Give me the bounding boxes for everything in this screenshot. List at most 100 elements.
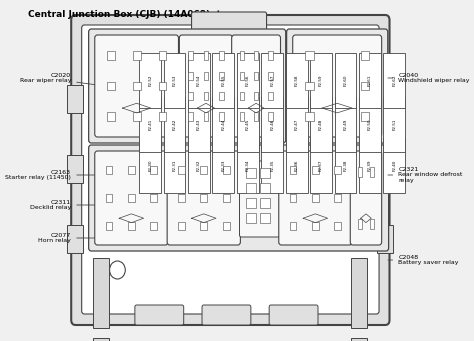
Bar bbox=[93, 258, 109, 328]
Bar bbox=[310, 138, 332, 193]
Bar bbox=[335, 194, 341, 202]
Text: F2.51: F2.51 bbox=[392, 119, 396, 130]
Bar bbox=[203, 112, 209, 121]
Text: F2.37: F2.37 bbox=[319, 160, 323, 172]
Text: F2.32: F2.32 bbox=[197, 160, 201, 172]
Bar bbox=[201, 222, 207, 230]
Bar bbox=[305, 51, 314, 60]
Bar bbox=[312, 194, 319, 202]
Text: F2.41: F2.41 bbox=[148, 119, 152, 130]
Bar bbox=[335, 53, 356, 108]
Bar bbox=[358, 167, 362, 177]
Bar bbox=[237, 53, 259, 108]
Bar bbox=[254, 72, 258, 80]
Text: F2.50: F2.50 bbox=[368, 119, 372, 131]
Bar bbox=[107, 82, 115, 90]
Text: C2321
Rear window defrost
relay: C2321 Rear window defrost relay bbox=[388, 167, 463, 183]
FancyBboxPatch shape bbox=[239, 161, 280, 237]
Text: F2.59: F2.59 bbox=[319, 75, 323, 86]
Bar bbox=[361, 112, 369, 121]
Bar bbox=[188, 51, 192, 60]
Text: F2.31: F2.31 bbox=[173, 160, 176, 171]
Bar bbox=[178, 194, 185, 202]
FancyBboxPatch shape bbox=[191, 12, 266, 34]
Bar bbox=[268, 112, 273, 121]
Bar bbox=[219, 72, 224, 80]
Bar bbox=[219, 92, 224, 100]
FancyBboxPatch shape bbox=[202, 305, 251, 325]
Text: Central Junction Box (CJB) (14A068), top: Central Junction Box (CJB) (14A068), top bbox=[27, 10, 233, 19]
Bar bbox=[351, 258, 367, 328]
Bar bbox=[254, 92, 258, 100]
Bar bbox=[133, 82, 140, 90]
Bar bbox=[246, 168, 256, 178]
Text: F2.56: F2.56 bbox=[246, 75, 250, 86]
Bar bbox=[201, 194, 207, 202]
Bar bbox=[150, 194, 157, 202]
Text: F2.34: F2.34 bbox=[246, 160, 250, 171]
Bar bbox=[312, 166, 319, 174]
Bar bbox=[305, 82, 314, 90]
Bar bbox=[237, 138, 259, 193]
Bar bbox=[239, 51, 244, 60]
Bar bbox=[223, 194, 229, 202]
Bar bbox=[335, 222, 341, 230]
Bar bbox=[351, 338, 367, 341]
Bar bbox=[312, 222, 319, 230]
Bar bbox=[377, 225, 393, 253]
Bar bbox=[106, 222, 112, 230]
Circle shape bbox=[109, 261, 125, 279]
Bar bbox=[260, 168, 270, 178]
Bar bbox=[305, 112, 314, 121]
Bar bbox=[107, 112, 115, 121]
Bar bbox=[178, 222, 185, 230]
Bar bbox=[164, 97, 185, 152]
Bar bbox=[128, 194, 135, 202]
Bar bbox=[260, 183, 270, 193]
Text: C2020
Rear wiper relay: C2020 Rear wiper relay bbox=[20, 73, 95, 85]
Bar bbox=[239, 112, 244, 121]
FancyBboxPatch shape bbox=[269, 305, 318, 325]
Bar bbox=[246, 198, 256, 208]
FancyBboxPatch shape bbox=[179, 35, 233, 137]
Text: F2.58: F2.58 bbox=[295, 75, 299, 86]
Text: F2.48: F2.48 bbox=[319, 119, 323, 130]
Text: F2.44: F2.44 bbox=[221, 119, 225, 130]
Bar bbox=[150, 222, 157, 230]
Bar bbox=[290, 194, 296, 202]
Bar bbox=[290, 166, 296, 174]
Bar bbox=[159, 112, 166, 121]
Bar bbox=[358, 219, 362, 229]
FancyBboxPatch shape bbox=[287, 29, 388, 143]
Bar bbox=[268, 72, 273, 80]
Bar bbox=[290, 222, 296, 230]
FancyBboxPatch shape bbox=[89, 29, 286, 143]
Text: F2.45: F2.45 bbox=[246, 119, 250, 130]
Text: F2.57: F2.57 bbox=[270, 75, 274, 86]
Bar bbox=[223, 222, 229, 230]
Bar bbox=[261, 53, 283, 108]
Text: F2.39: F2.39 bbox=[368, 160, 372, 172]
Bar bbox=[178, 166, 185, 174]
Text: F2.54: F2.54 bbox=[197, 75, 201, 86]
Bar bbox=[223, 166, 229, 174]
Text: F2.38: F2.38 bbox=[344, 160, 347, 172]
Bar bbox=[359, 53, 381, 108]
Bar bbox=[188, 138, 210, 193]
Text: F2.60: F2.60 bbox=[344, 75, 347, 86]
Bar bbox=[212, 97, 234, 152]
Text: F2.46: F2.46 bbox=[270, 119, 274, 130]
Bar bbox=[254, 51, 258, 60]
FancyBboxPatch shape bbox=[95, 35, 179, 137]
Bar bbox=[377, 155, 393, 183]
Bar bbox=[188, 97, 210, 152]
FancyBboxPatch shape bbox=[167, 151, 240, 245]
FancyBboxPatch shape bbox=[135, 305, 184, 325]
Bar bbox=[219, 112, 224, 121]
Bar bbox=[286, 138, 308, 193]
Text: F2.40: F2.40 bbox=[392, 160, 396, 171]
Bar bbox=[203, 51, 209, 60]
Text: F2.43: F2.43 bbox=[197, 119, 201, 130]
Bar bbox=[67, 225, 82, 253]
Bar bbox=[159, 82, 166, 90]
